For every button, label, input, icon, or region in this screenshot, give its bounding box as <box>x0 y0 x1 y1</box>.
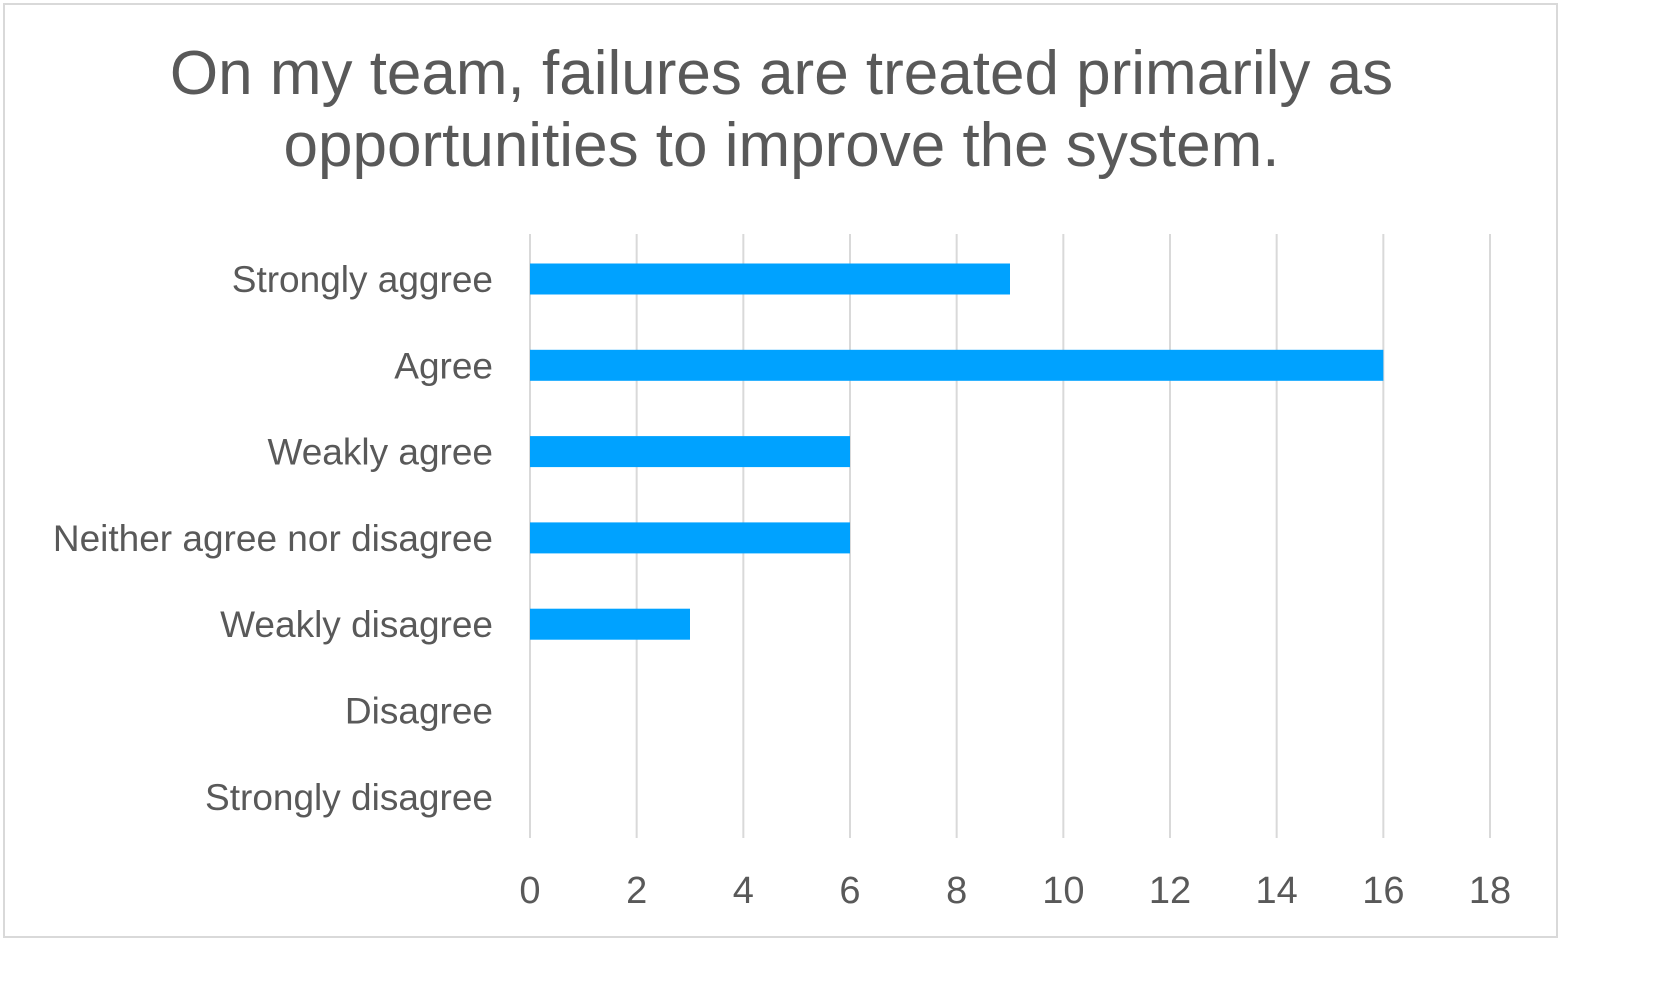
x-axis-tick-labels: 0 2 4 6 8 10 12 14 16 18 <box>519 870 1511 912</box>
x-tick-label-18: 18 <box>1469 870 1511 912</box>
x-tick-label-2: 2 <box>626 870 647 912</box>
x-tick-label-16: 16 <box>1362 870 1404 912</box>
bar-weakly-agree <box>530 436 850 468</box>
x-tick-label-8: 8 <box>946 870 967 912</box>
x-tick-label-4: 4 <box>733 870 754 912</box>
bars <box>530 263 1384 640</box>
category-label-weakly-agree: Weakly agree <box>267 432 493 473</box>
bar-strongly-aggree <box>530 263 1010 295</box>
category-label-strongly-aggree: Strongly aggree <box>232 259 493 300</box>
category-label-disagree: Disagree <box>345 691 493 732</box>
category-label-weakly-disagree: Weakly disagree <box>220 604 493 645</box>
x-tick-label-12: 12 <box>1149 870 1191 912</box>
x-tick-label-10: 10 <box>1042 870 1084 912</box>
category-label-strongly-disagree: Strongly disagree <box>205 777 493 818</box>
chart-frame <box>3 3 1558 938</box>
bar-neither-agree-nor-disagree <box>530 522 850 554</box>
bar-agree <box>530 349 1384 381</box>
chart-title: On my team, failures are treated primari… <box>169 39 1394 180</box>
category-labels: Strongly aggree Agree Weakly agree Neither … <box>53 259 493 818</box>
x-tick-label-14: 14 <box>1256 870 1298 912</box>
x-tick-label-0: 0 <box>519 870 540 912</box>
category-label-agree: Agree <box>394 345 493 386</box>
category-label-neither-agree-nor-disagree: Neither agree nor disagree <box>53 518 493 559</box>
bar-weakly-disagree <box>530 608 690 640</box>
x-tick-label-6: 6 <box>839 870 860 912</box>
